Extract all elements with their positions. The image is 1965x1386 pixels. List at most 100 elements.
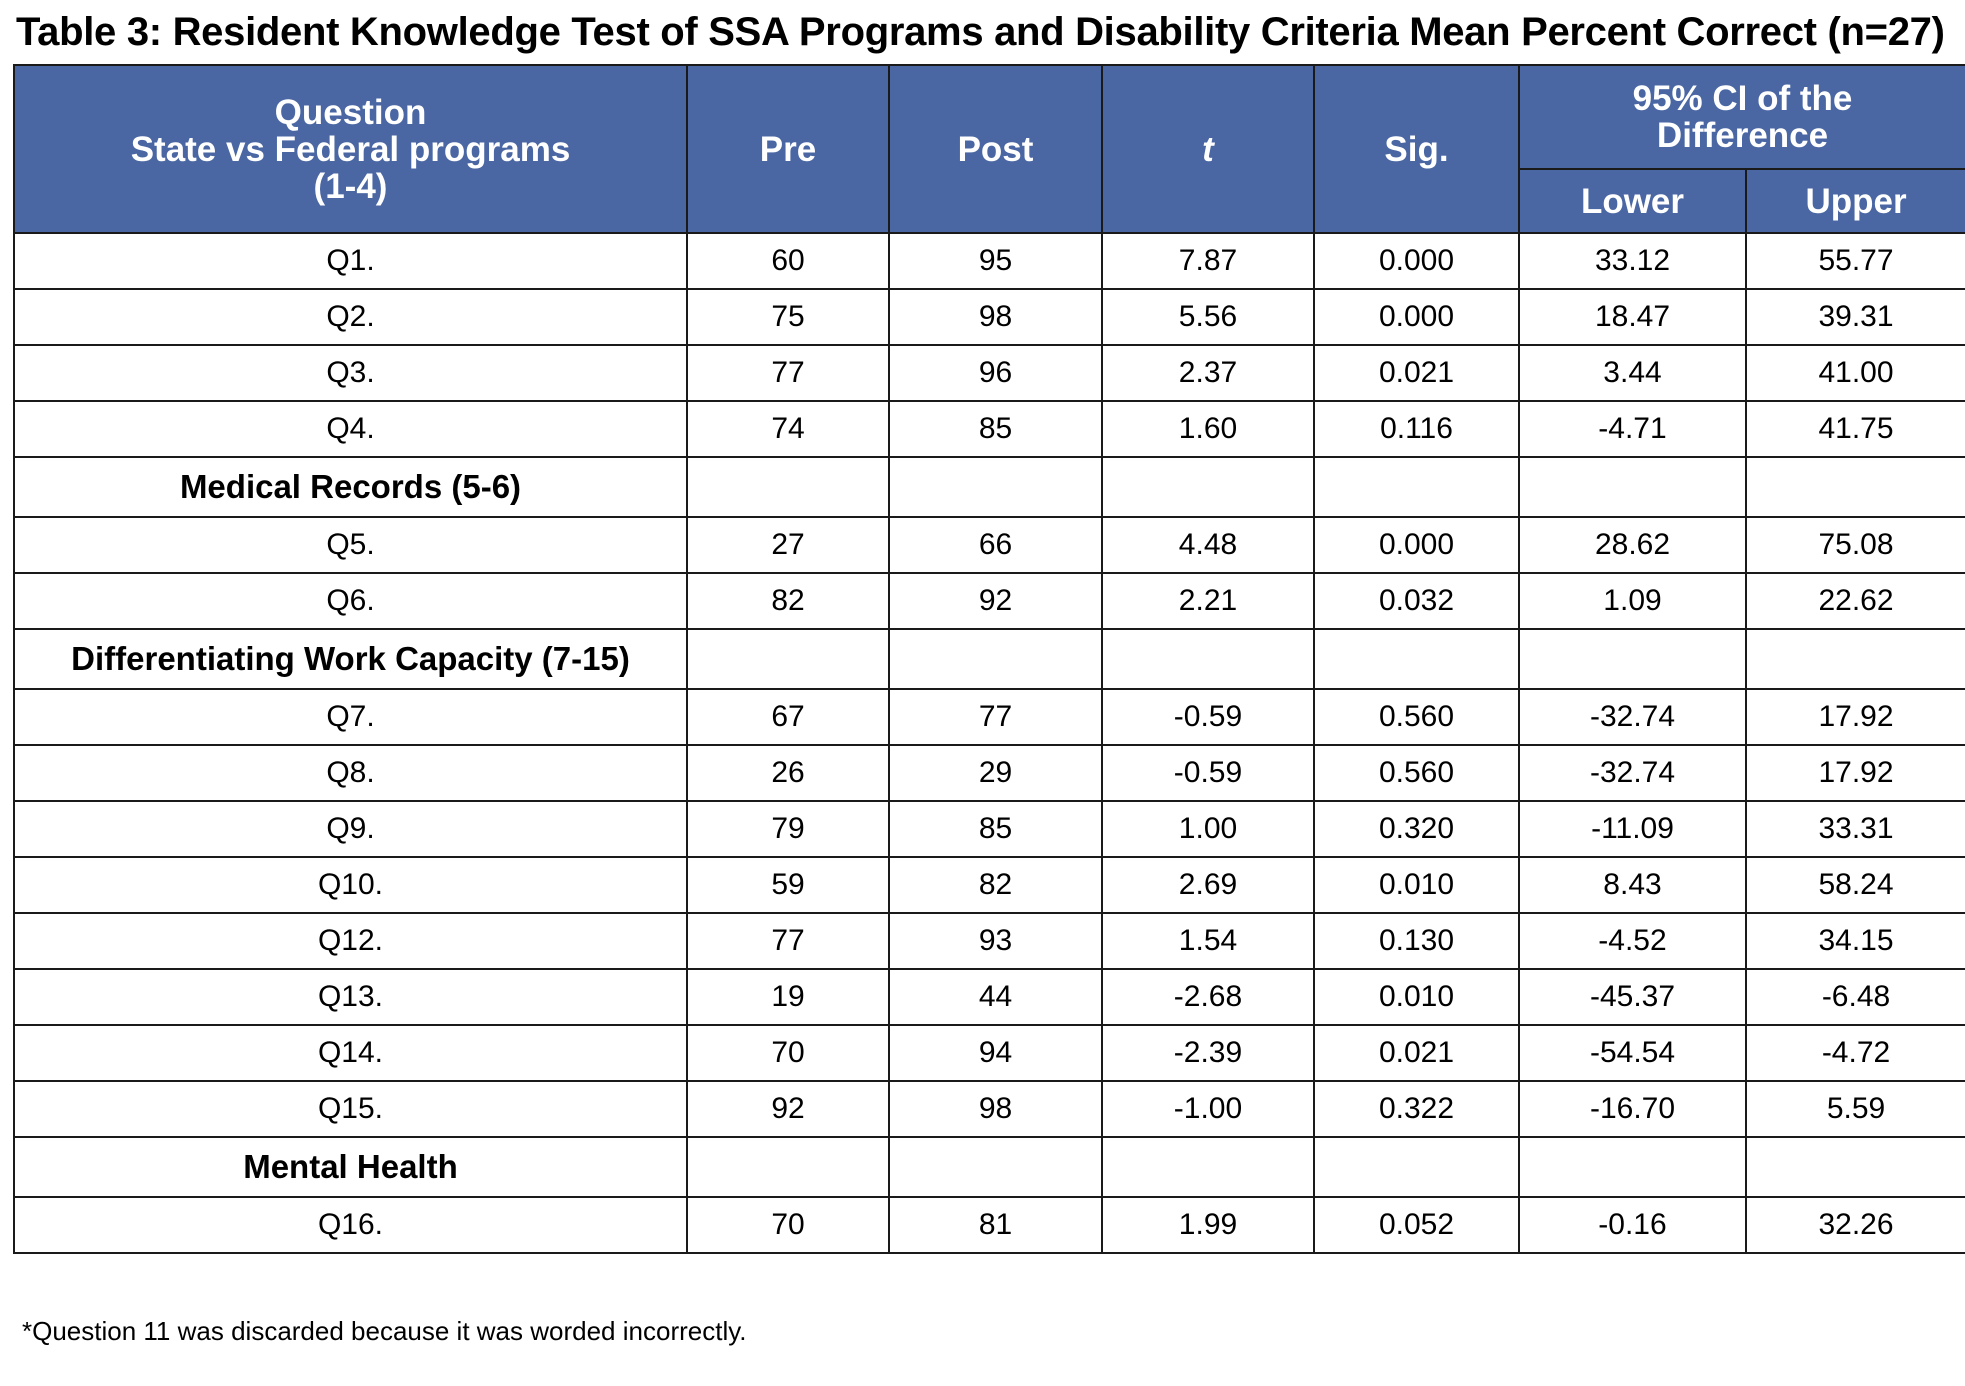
cell-q: Q1. (13, 232, 688, 290)
cell-post: 29 (888, 744, 1103, 802)
header-pre: Pre (686, 64, 890, 234)
empty-cell (1518, 1136, 1747, 1198)
cell-upper: -6.48 (1744, 968, 1965, 1026)
cell-sig: 0.320 (1313, 800, 1520, 858)
results-table: Question State vs Federal programs (1-4)… (13, 64, 1965, 1254)
cell-upper: 22.62 (1744, 572, 1965, 630)
cell-q: Q14. (13, 1024, 688, 1082)
section-row: Medical Records (5-6) (13, 456, 1965, 518)
cell-sig: 0.560 (1313, 688, 1520, 746)
cell-post: 92 (888, 572, 1103, 630)
cell-q: Q2. (13, 288, 688, 346)
empty-cell (888, 628, 1103, 690)
cell-pre: 60 (686, 232, 890, 290)
table-row: Q15. 92 98 -1.00 0.322 -16.70 5.59 (13, 1080, 1965, 1138)
empty-cell (888, 1136, 1103, 1198)
table-row: Q3. 77 96 2.37 0.021 3.44 41.00 (13, 344, 1965, 402)
cell-pre: 74 (686, 400, 890, 458)
cell-sig: 0.560 (1313, 744, 1520, 802)
cell-lower: -32.74 (1518, 744, 1747, 802)
cell-lower: -4.52 (1518, 912, 1747, 970)
header-sig: Sig. (1313, 64, 1520, 234)
cell-post: 93 (888, 912, 1103, 970)
cell-sig: 0.032 (1313, 572, 1520, 630)
header-upper: Upper (1744, 168, 1965, 234)
cell-post: 77 (888, 688, 1103, 746)
empty-cell (1313, 628, 1520, 690)
cell-t: 1.99 (1101, 1196, 1315, 1254)
cell-upper: 5.59 (1744, 1080, 1965, 1138)
cell-q: Q7. (13, 688, 688, 746)
cell-q: Q4. (13, 400, 688, 458)
empty-cell (1744, 628, 1965, 690)
cell-pre: 27 (686, 516, 890, 574)
empty-cell (1313, 1136, 1520, 1198)
cell-t: 2.37 (1101, 344, 1315, 402)
cell-sig: 0.000 (1313, 516, 1520, 574)
header-question-line2: State vs Federal programs (130, 129, 571, 169)
cell-t: 7.87 (1101, 232, 1315, 290)
header-t-label: t (1202, 129, 1214, 169)
cell-post: 94 (888, 1024, 1103, 1082)
empty-cell (1313, 456, 1520, 518)
cell-post: 98 (888, 1080, 1103, 1138)
cell-sig: 0.021 (1313, 1024, 1520, 1082)
cell-lower: -54.54 (1518, 1024, 1747, 1082)
cell-lower: -32.74 (1518, 688, 1747, 746)
section-label: Differentiating Work Capacity (7-15) (13, 628, 688, 690)
table-row: Q2. 75 98 5.56 0.000 18.47 39.31 (13, 288, 1965, 346)
cell-q: Q6. (13, 572, 688, 630)
cell-upper: 17.92 (1744, 688, 1965, 746)
cell-sig: 0.130 (1313, 912, 1520, 970)
section-row: Differentiating Work Capacity (7-15) (13, 628, 1965, 690)
header-lower: Lower (1518, 168, 1747, 234)
cell-pre: 19 (686, 968, 890, 1026)
header-ci: 95% CI of the Difference (1517, 64, 1965, 170)
cell-t: 1.54 (1101, 912, 1315, 970)
cell-upper: 17.92 (1744, 744, 1965, 802)
cell-t: 2.69 (1101, 856, 1315, 914)
cell-post: 85 (888, 800, 1103, 858)
table-row: Q9. 79 85 1.00 0.320 -11.09 33.31 (13, 800, 1965, 858)
cell-pre: 92 (686, 1080, 890, 1138)
cell-lower: -11.09 (1518, 800, 1747, 858)
cell-sig: 0.052 (1313, 1196, 1520, 1254)
table-row: Q5. 27 66 4.48 0.000 28.62 75.08 (13, 516, 1965, 574)
cell-upper: 75.08 (1744, 516, 1965, 574)
table-header: Question State vs Federal programs (1-4)… (13, 64, 1965, 234)
empty-cell (686, 628, 890, 690)
cell-upper: 39.31 (1744, 288, 1965, 346)
cell-q: Q3. (13, 344, 688, 402)
cell-t: 1.00 (1101, 800, 1315, 858)
empty-cell (1101, 628, 1315, 690)
table-row: Q6. 82 92 2.21 0.032 1.09 22.62 (13, 572, 1965, 630)
cell-lower: 18.47 (1518, 288, 1747, 346)
cell-post: 44 (888, 968, 1103, 1026)
cell-sig: 0.322 (1313, 1080, 1520, 1138)
cell-q: Q5. (13, 516, 688, 574)
table-row: Q13. 19 44 -2.68 0.010 -45.37 -6.48 (13, 968, 1965, 1026)
cell-sig: 0.010 (1313, 856, 1520, 914)
cell-sig: 0.010 (1313, 968, 1520, 1026)
cell-t: -2.68 (1101, 968, 1315, 1026)
cell-t: -0.59 (1101, 688, 1315, 746)
cell-post: 66 (888, 516, 1103, 574)
header-ci-line1: 95% CI of the (1632, 79, 1853, 118)
cell-lower: 8.43 (1518, 856, 1747, 914)
cell-q: Q10. (13, 856, 688, 914)
cell-pre: 70 (686, 1024, 890, 1082)
cell-pre: 67 (686, 688, 890, 746)
cell-post: 98 (888, 288, 1103, 346)
cell-post: 95 (888, 232, 1103, 290)
cell-post: 85 (888, 400, 1103, 458)
cell-post: 96 (888, 344, 1103, 402)
cell-post: 82 (888, 856, 1103, 914)
empty-cell (1518, 628, 1747, 690)
cell-pre: 75 (686, 288, 890, 346)
section-label: Mental Health (13, 1136, 688, 1198)
empty-cell (1518, 456, 1747, 518)
table-row: Q7. 67 77 -0.59 0.560 -32.74 17.92 (13, 688, 1965, 746)
cell-sig: 0.000 (1313, 288, 1520, 346)
empty-cell (686, 456, 890, 518)
cell-t: -2.39 (1101, 1024, 1315, 1082)
